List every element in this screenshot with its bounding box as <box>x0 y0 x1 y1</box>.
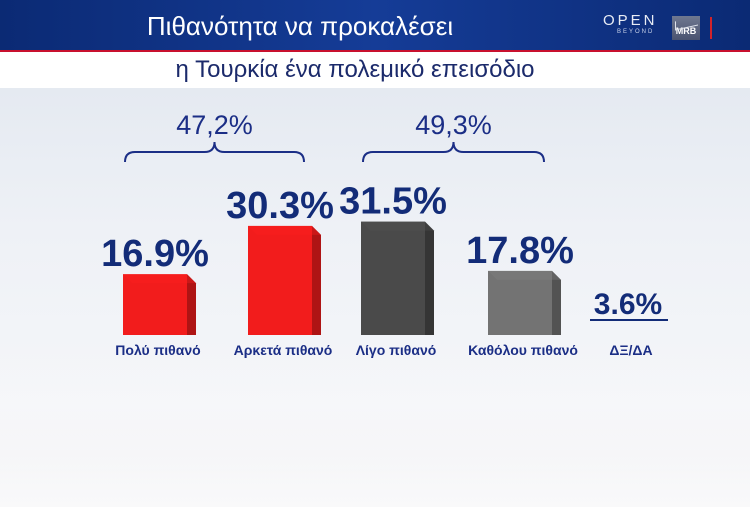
bar-top <box>248 225 321 235</box>
category-labels: Πολύ πιθανό Αρκετά πιθανό Λίγο πιθανό Καθόλ… <box>115 342 652 358</box>
value-labels: 16.9% 30.3% 31.5% 17.8% 3.6% <box>101 181 668 322</box>
title-bar: Πιθανότητα να προκαλέσει OPEN BEYOND MRB <box>0 0 750 52</box>
bar-side <box>312 225 321 335</box>
group-total-label: 47,2% <box>176 110 253 140</box>
bar <box>123 274 196 335</box>
group-bracket: 49,3% <box>362 110 545 163</box>
bar-side <box>187 274 196 335</box>
open-logo-text: OPEN <box>603 12 658 29</box>
group-bracket: 47,2% <box>124 110 305 163</box>
bar <box>248 225 321 335</box>
bars <box>123 221 561 335</box>
bar <box>488 270 561 335</box>
subtitle-bar: η Τουρκία ένα πολεμικό επεισόδιο <box>0 52 750 88</box>
bar-front <box>248 225 312 335</box>
header-divider <box>710 17 712 39</box>
bar-front <box>361 221 425 335</box>
category-label: ΔΞ/ΔΑ <box>609 342 652 358</box>
category-label: Καθόλου πιθανό <box>468 342 578 358</box>
category-label: Αρκετά πιθανό <box>234 342 333 358</box>
bar-value-label: 31.5% <box>339 181 447 223</box>
group-brackets: 47,2% 49,3% <box>124 110 545 163</box>
bar-side <box>552 270 561 335</box>
open-beyond-logo: OPEN BEYOND <box>603 13 663 43</box>
beyond-logo-text: BEYOND <box>617 29 655 35</box>
chart-subtitle: η Τουρκία ένα πολεμικό επεισόδιο <box>175 56 535 83</box>
bar-top <box>488 270 561 280</box>
group-total-label: 49,3% <box>415 110 492 140</box>
bar-front <box>123 274 187 335</box>
bracket-line <box>124 141 305 163</box>
bar-side <box>425 221 434 335</box>
mrb-logo: MRB <box>672 16 700 40</box>
bar-top <box>361 221 434 231</box>
bar-value-label: 3.6% <box>594 288 662 321</box>
category-label: Πολύ πιθανό <box>115 342 200 358</box>
bar-value-label: 17.8% <box>466 230 574 272</box>
bar-top <box>123 274 196 284</box>
bar <box>361 221 434 335</box>
bracket-line <box>362 141 545 163</box>
bar-chart: 47,2% 49,3% 16.9% 30.3% 31.5% 17.8% 3.6% Πολύ… <box>0 110 750 507</box>
bar-front <box>488 270 552 335</box>
category-label: Λίγο πιθανό <box>356 342 437 358</box>
chart-title: Πιθανότητα να προκαλέσει <box>146 11 454 41</box>
bar-value-label: 30.3% <box>226 185 334 227</box>
bar-value-label: 16.9% <box>101 233 209 275</box>
chart-floor <box>0 348 750 507</box>
